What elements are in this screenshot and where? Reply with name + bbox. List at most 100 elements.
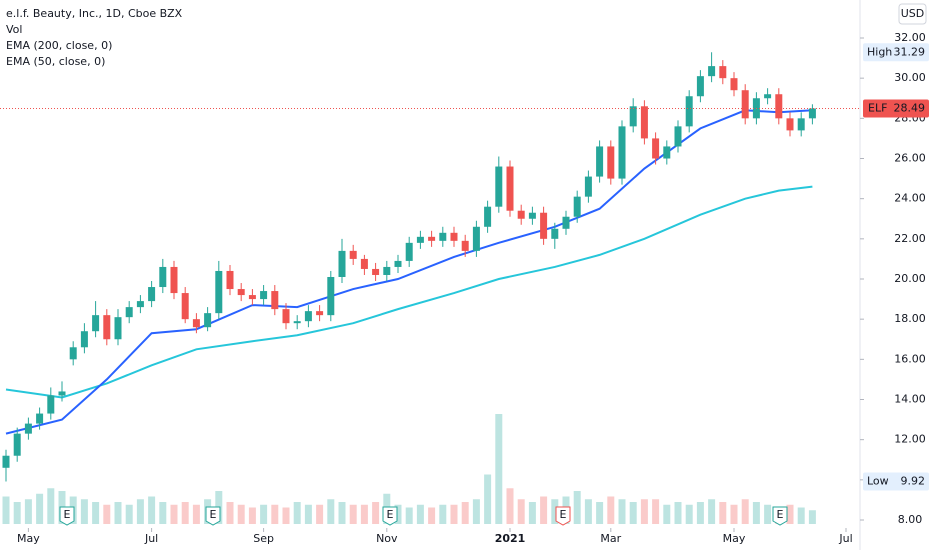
candle-body [349, 250, 357, 259]
volume-bar [730, 504, 738, 524]
chart-title: e.l.f. Beauty, Inc., 1D, Cboe BZX [6, 7, 183, 20]
y-tick-label: 16.00 [894, 352, 926, 365]
price-tag-value: 28.49 [894, 101, 926, 114]
high-label [863, 43, 929, 62]
x-tick-label: Nov [376, 532, 398, 545]
volume-bar [282, 507, 290, 524]
candle-body [708, 66, 716, 77]
volume-bar [159, 502, 167, 524]
price-tag-name: ELF [868, 101, 887, 114]
volume-bar [136, 499, 144, 524]
candle-body [629, 106, 637, 127]
candle-body [730, 78, 738, 91]
candle-body [719, 66, 727, 79]
y-tick-label: 32.00 [894, 31, 926, 44]
earnings-marker [59, 506, 75, 526]
candle-body [674, 126, 682, 147]
currency[interactable]: USD [901, 7, 925, 20]
volume-bar [36, 493, 44, 524]
volume-bar [304, 504, 312, 524]
y-tick-label: 22.00 [894, 232, 926, 245]
volume-bar [360, 504, 368, 524]
volume-bar [663, 504, 671, 524]
volume-bar [24, 499, 32, 524]
candle-body [58, 391, 66, 396]
volume-bar [472, 499, 480, 524]
volume-bar [450, 504, 458, 524]
candle-body [416, 236, 424, 243]
volume-bar [461, 502, 469, 524]
volume-bar [495, 414, 503, 524]
earnings-marker [382, 506, 398, 526]
candle-body [24, 423, 32, 434]
volume-bar [47, 488, 55, 524]
candle-body [80, 331, 88, 348]
x-tick-label: May [17, 532, 40, 545]
y-tick-label: 12.00 [894, 433, 926, 446]
volume-bar [148, 496, 156, 524]
volume-bar [573, 491, 581, 524]
earnings-label: E [64, 508, 71, 521]
candle-body [517, 210, 525, 219]
candle-body [775, 94, 783, 119]
candle-body [573, 196, 581, 217]
volume-bar [92, 502, 100, 524]
candle-body [584, 176, 592, 197]
candle-body [372, 268, 380, 275]
y-tick-label: 18.00 [894, 312, 926, 325]
volume-bar [439, 504, 447, 524]
candle-body [640, 106, 648, 139]
candle-body [204, 313, 212, 328]
candle-body [181, 293, 189, 320]
volume-bar [797, 507, 805, 524]
volume-bar [517, 499, 525, 524]
candle-body [394, 260, 402, 267]
volume-bar [170, 504, 178, 524]
candle-body [271, 291, 279, 310]
candle-body [282, 309, 290, 324]
volume-pane [2, 414, 816, 524]
candle-body [92, 315, 100, 332]
volume-bar [607, 496, 615, 524]
earnings-marker [772, 506, 788, 526]
candle-body [2, 455, 10, 468]
candle-body [69, 347, 77, 360]
hl-value: 31.29 [894, 45, 926, 58]
candle-body [484, 206, 492, 227]
y-tick-label: 8.00 [898, 513, 923, 526]
candle-body [237, 289, 245, 296]
volume-bar [719, 502, 727, 524]
candle-body [428, 236, 436, 241]
candle-body [540, 212, 548, 239]
volume-bar [372, 502, 380, 524]
candle-body [506, 166, 514, 211]
candle-body [685, 96, 693, 127]
currency-button[interactable] [898, 3, 927, 25]
candle-body [248, 295, 256, 300]
y-tick-label: 20.00 [894, 272, 926, 285]
hl-name: High [867, 45, 892, 58]
volume-bar [685, 504, 693, 524]
candle-body [450, 232, 458, 241]
volume-bar [629, 502, 637, 524]
candle-body [562, 216, 570, 229]
volume-bar [327, 499, 335, 524]
volume-bar [764, 504, 772, 524]
candle-body [596, 146, 604, 177]
volume-bar [192, 504, 200, 524]
volume-bar [416, 504, 424, 524]
volume-bar [394, 504, 402, 524]
volume-bar [114, 502, 122, 524]
candle-body [47, 395, 55, 414]
volume-bar [708, 499, 716, 524]
volume-bar [103, 504, 111, 524]
candle-body [360, 258, 368, 269]
volume-bar [741, 499, 749, 524]
volume-bar [506, 488, 514, 524]
volume-bar [528, 502, 536, 524]
x-tick-label: Jul [838, 532, 852, 545]
candle-body [405, 242, 413, 261]
ema-line [5, 185, 813, 399]
candle-body [472, 226, 480, 251]
